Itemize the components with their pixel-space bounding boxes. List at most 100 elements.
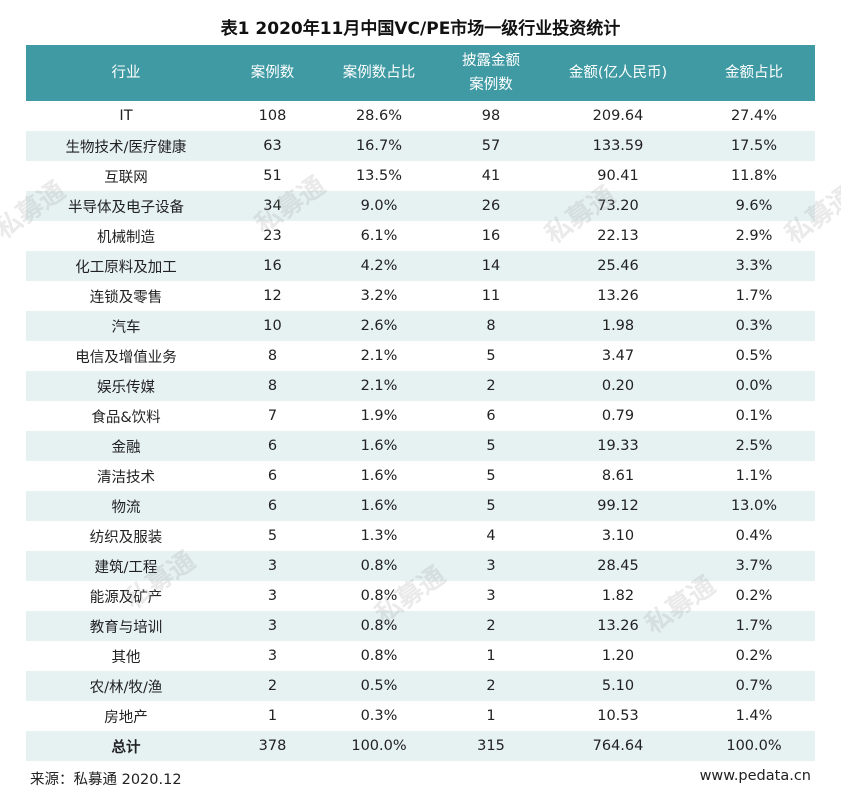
amount-cell: 99.12 xyxy=(543,491,693,521)
amount-ratio-cell: 1.7% xyxy=(735,288,773,304)
amount-cell: 1.82 xyxy=(601,588,635,604)
table-row: 连锁及零售 12 3.2% 11 13.26 1.7% xyxy=(26,281,815,311)
cases-cell: 7 xyxy=(267,408,278,424)
disclosed-cases-cell: 5 xyxy=(486,348,496,364)
amount-cell: 90.41 xyxy=(597,168,639,184)
case-ratio-cell: 0.8% xyxy=(360,648,398,664)
industry-cell: 娱乐传媒 xyxy=(26,371,226,401)
amount-ratio-cell: 27.4% xyxy=(730,108,778,124)
industry-cell: 房地产 xyxy=(104,709,148,726)
industry-cell: 生物技术/医疗健康 xyxy=(26,131,226,161)
table-row: 互联网 51 13.5% 41 90.41 11.8% xyxy=(26,161,815,191)
case-ratio-cell: 28.6% xyxy=(355,108,403,124)
cases-cell: 8 xyxy=(267,348,278,364)
case-ratio-cell: 0.8% xyxy=(319,551,439,581)
disclosed-cases-cell: 5 xyxy=(439,491,543,521)
amount-cell: 25.46 xyxy=(543,251,693,281)
table-row: 农/林/牧/渔 2 0.5% 2 5.10 0.7% xyxy=(26,671,815,701)
table-row: 物流 6 1.6% 5 99.12 13.0% xyxy=(26,491,815,521)
amount-ratio-cell: 17.5% xyxy=(693,131,815,161)
amount-cell: 8.61 xyxy=(601,468,635,484)
amount-ratio-cell: 100.0% xyxy=(693,731,815,761)
cases-cell: 16 xyxy=(226,251,319,281)
disclosed-cases-cell: 5 xyxy=(486,468,496,484)
amount-cell: 3.10 xyxy=(601,528,635,544)
header-disclosed-cases: 披露金额案例数 xyxy=(439,45,543,101)
cases-cell: 3 xyxy=(267,648,278,664)
table-row: 机械制造 23 6.1% 16 22.13 2.9% xyxy=(26,221,815,251)
header-amount-ratio: 金额占比 xyxy=(693,45,815,101)
case-ratio-cell: 9.0% xyxy=(319,191,439,221)
industry-cell: 总计 xyxy=(26,731,226,761)
case-ratio-cell: 100.0% xyxy=(319,731,439,761)
amount-cell: 22.13 xyxy=(597,228,639,244)
amount-ratio-cell: 1.4% xyxy=(735,708,773,724)
amount-cell: 73.20 xyxy=(543,191,693,221)
case-ratio-cell: 1.9% xyxy=(360,408,398,424)
disclosed-cases-cell: 2 xyxy=(439,671,543,701)
website-link[interactable]: www.pedata.cn xyxy=(699,768,811,784)
disclosed-cases-cell: 98 xyxy=(481,108,501,124)
amount-cell: 1.20 xyxy=(601,648,635,664)
table-row: 清洁技术 6 1.6% 5 8.61 1.1% xyxy=(26,461,815,491)
amount-cell: 764.64 xyxy=(543,731,693,761)
table-row: 生物技术/医疗健康 63 16.7% 57 133.59 17.5% xyxy=(26,131,815,161)
table-header-row: 行业 案例数 案例数占比 披露金额案例数 金额(亿人民币) 金额占比 xyxy=(26,45,815,101)
amount-ratio-cell: 3.3% xyxy=(693,251,815,281)
table-row: 娱乐传媒 8 2.1% 2 0.20 0.0% xyxy=(26,371,815,401)
table-title: 表1 2020年11月中国VC/PE市场一级行业投资统计 xyxy=(220,19,621,39)
industry-cell: 其他 xyxy=(111,649,141,666)
disclosed-cases-cell: 4 xyxy=(486,528,496,544)
cases-cell: 378 xyxy=(226,731,319,761)
table-row: 汽车 10 2.6% 8 1.98 0.3% xyxy=(26,311,815,341)
amount-ratio-cell: 0.2% xyxy=(735,648,773,664)
amount-cell: 19.33 xyxy=(543,431,693,461)
table-row: 其他 3 0.8% 1 1.20 0.2% xyxy=(26,641,815,671)
disclosed-cases-cell: 1 xyxy=(486,648,496,664)
disclosed-cases-cell: 16 xyxy=(481,228,501,244)
amount-cell: 3.47 xyxy=(601,348,635,364)
case-ratio-cell: 1.6% xyxy=(319,491,439,521)
amount-cell: 28.45 xyxy=(543,551,693,581)
case-ratio-cell: 6.1% xyxy=(360,228,398,244)
case-ratio-cell: 0.3% xyxy=(360,708,398,724)
cases-cell: 10 xyxy=(226,311,319,341)
amount-ratio-cell: 0.2% xyxy=(735,588,773,604)
industry-cell: 机械制造 xyxy=(97,229,155,246)
cases-cell: 12 xyxy=(263,288,282,304)
industry-cell: 金融 xyxy=(26,431,226,461)
case-ratio-cell: 2.1% xyxy=(360,348,398,364)
amount-ratio-cell: 9.6% xyxy=(693,191,815,221)
disclosed-cases-cell: 2 xyxy=(439,371,543,401)
industry-cell: 纺织及服装 xyxy=(89,529,163,546)
industry-cell: 互联网 xyxy=(104,169,148,186)
cases-cell: 3 xyxy=(267,588,278,604)
industry-cell: 清洁技术 xyxy=(97,469,155,486)
industry-cell: 食品&饮料 xyxy=(91,409,161,426)
case-ratio-cell: 2.1% xyxy=(319,371,439,401)
cases-cell: 3 xyxy=(226,611,319,641)
industry-cell: 汽车 xyxy=(26,311,226,341)
table-row: 半导体及电子设备 34 9.0% 26 73.20 9.6% xyxy=(26,191,815,221)
cases-cell: 5 xyxy=(267,528,278,544)
cases-cell: 8 xyxy=(226,371,319,401)
disclosed-cases-cell: 14 xyxy=(439,251,543,281)
amount-ratio-cell: 1.7% xyxy=(693,611,815,641)
industry-cell: 农/林/牧/渔 xyxy=(26,671,226,701)
amount-ratio-cell: 0.5% xyxy=(735,348,773,364)
amount-cell: 1.98 xyxy=(543,311,693,341)
table-row: 纺织及服装 5 1.3% 4 3.10 0.4% xyxy=(26,521,815,551)
amount-ratio-cell: 11.8% xyxy=(730,168,778,184)
amount-ratio-cell: 0.7% xyxy=(693,671,815,701)
industry-cell: 能源及矿产 xyxy=(89,589,163,606)
table-row: 能源及矿产 3 0.8% 3 1.82 0.2% xyxy=(26,581,815,611)
case-ratio-cell: 16.7% xyxy=(319,131,439,161)
industry-cell: 电信及增值业务 xyxy=(75,349,177,366)
industry-cell: 化工原料及加工 xyxy=(26,251,226,281)
table-row: 建筑/工程 3 0.8% 3 28.45 3.7% xyxy=(26,551,815,581)
industry-cell: 物流 xyxy=(26,491,226,521)
table-row: 教育与培训 3 0.8% 2 13.26 1.7% xyxy=(26,611,815,641)
disclosed-cases-cell: 11 xyxy=(481,288,501,304)
industry-cell: 连锁及零售 xyxy=(89,289,163,306)
amount-ratio-cell: 0.4% xyxy=(735,528,773,544)
